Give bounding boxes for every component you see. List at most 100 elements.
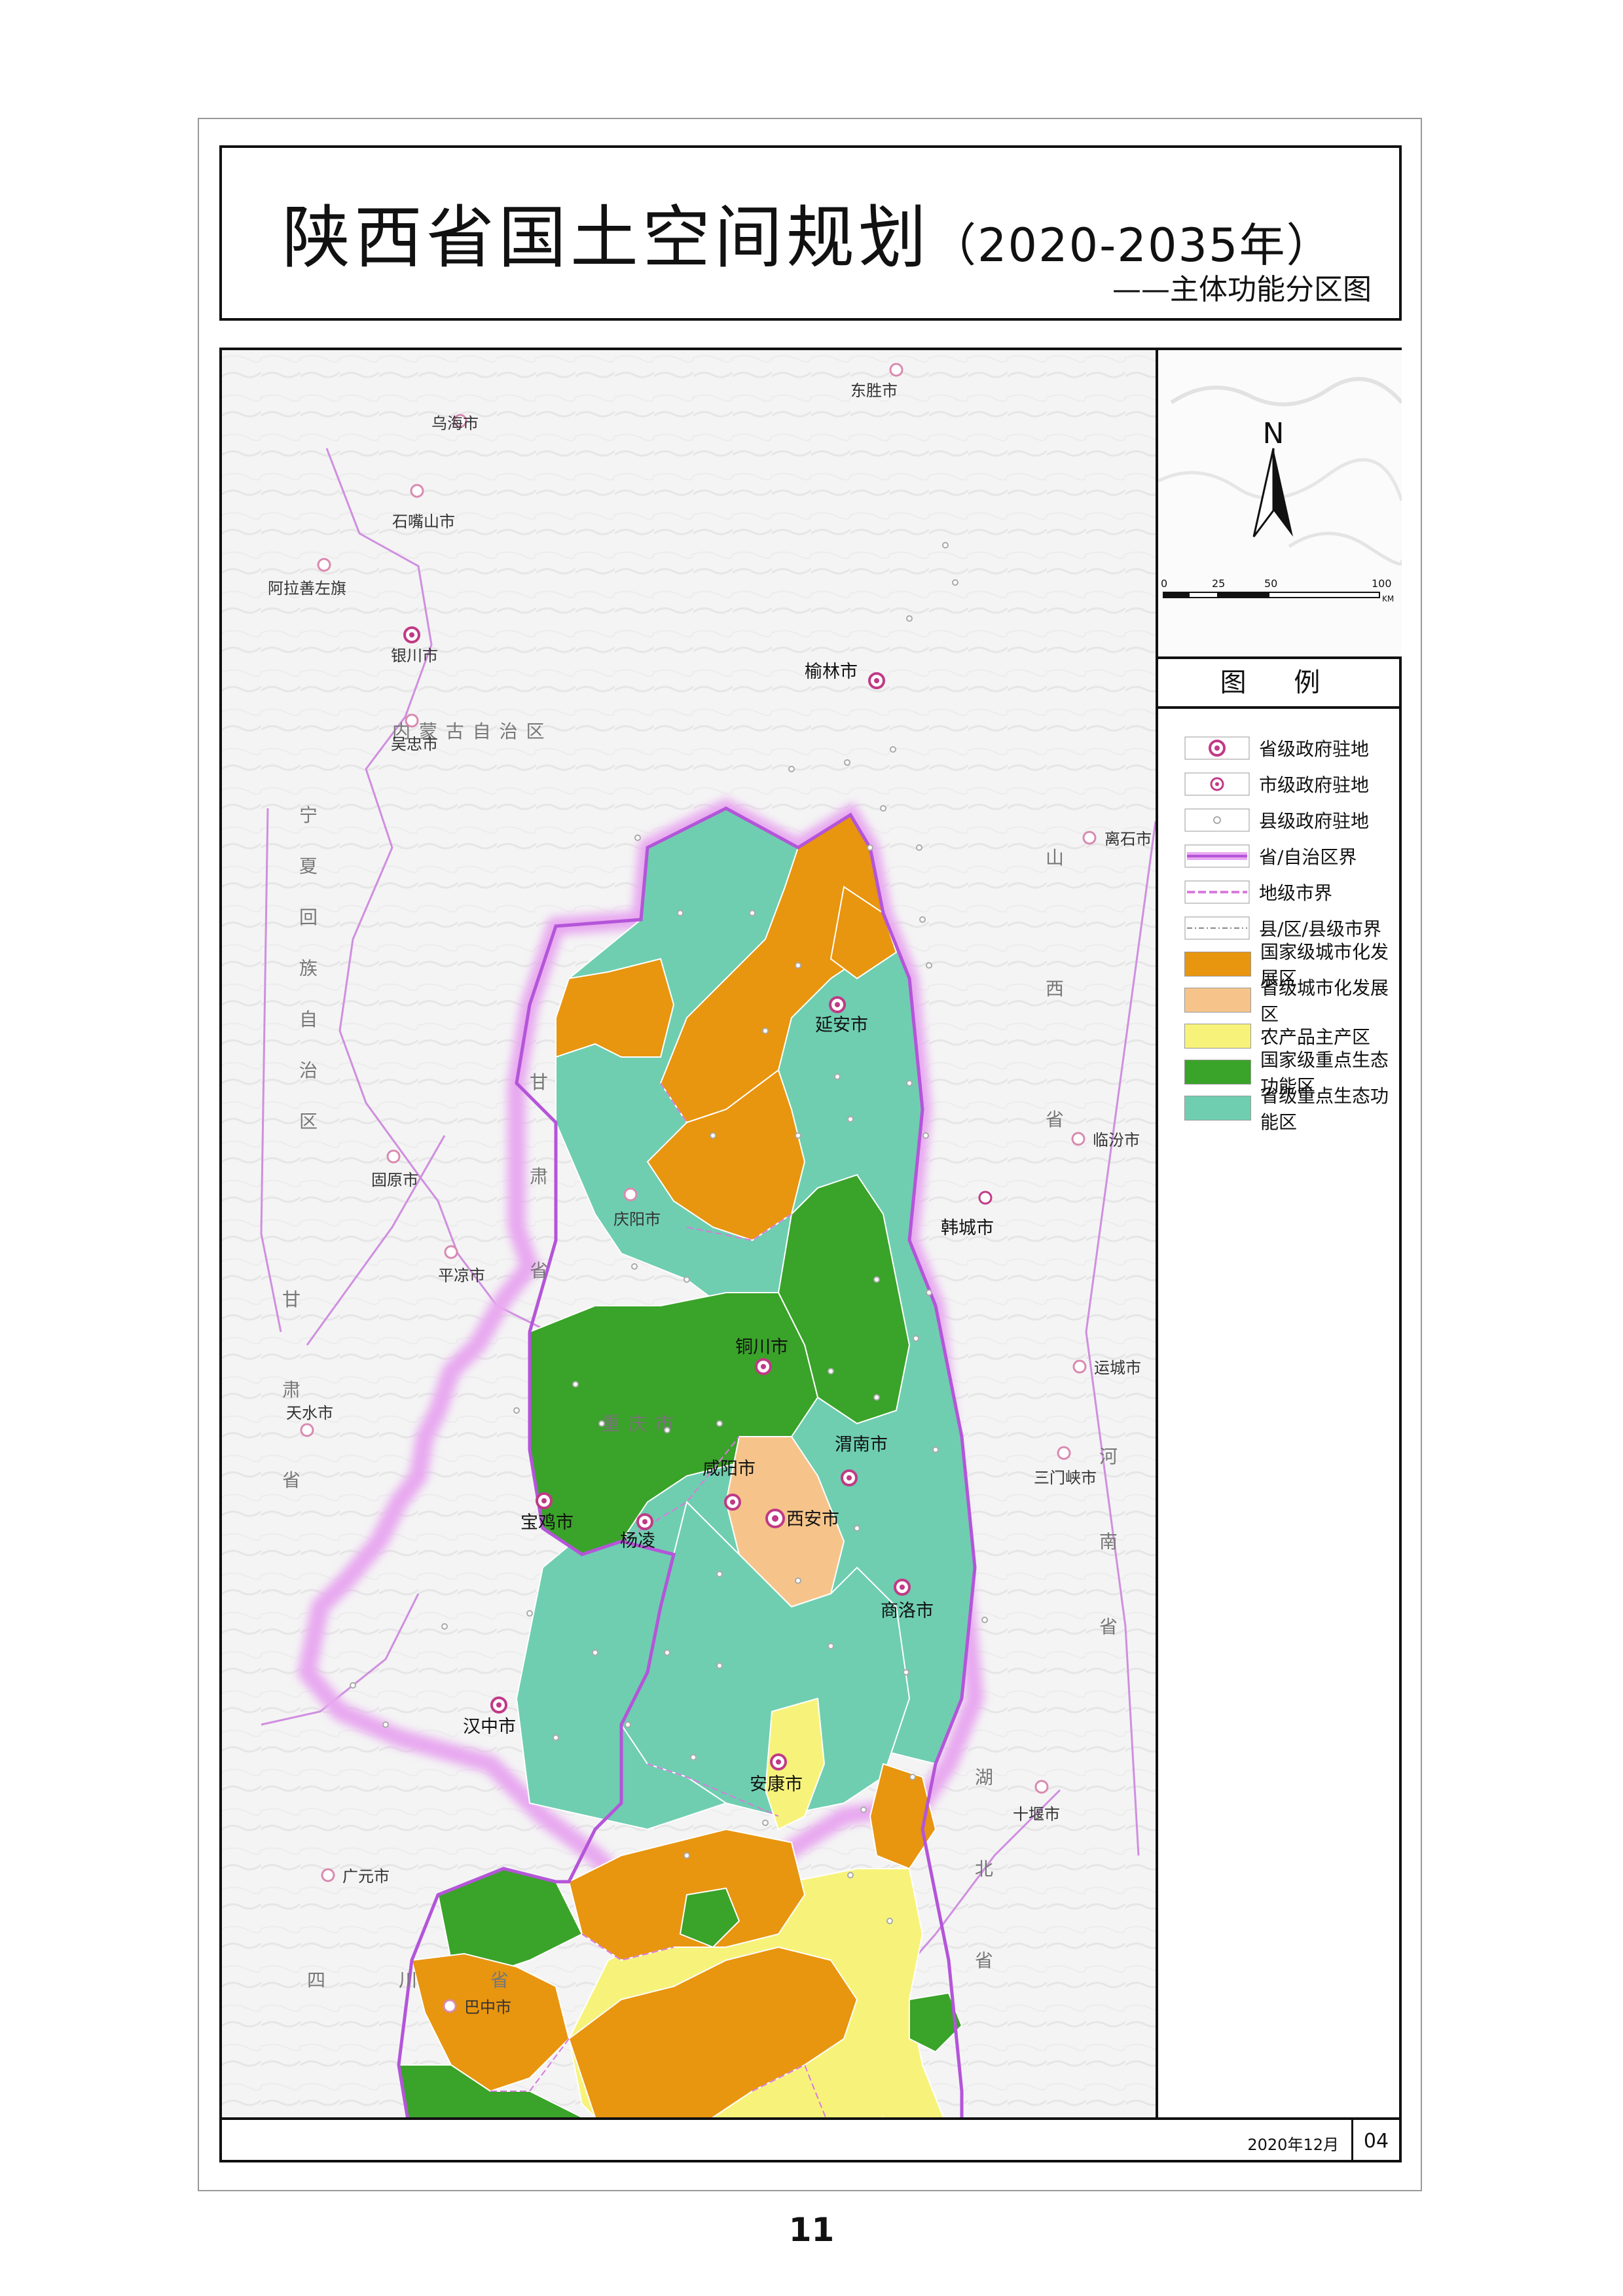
map-title: 陕西省国土空间规划（2020-2035年） — [282, 182, 1334, 281]
region-ningxia-4: 自 — [299, 1009, 319, 1030]
svg-text:西安市: 西安市 — [786, 1509, 839, 1530]
svg-text:东胜市: 东胜市 — [850, 382, 898, 400]
svg-text:固原市: 固原市 — [371, 1171, 418, 1189]
svg-text:石嘴山市: 石嘴山市 — [392, 512, 455, 531]
region-ningxia-6: 区 — [299, 1111, 319, 1132]
legend-label: 县/区/县级市界 — [1259, 918, 1381, 940]
region-label-chongqing: 重 庆 市 — [602, 1413, 675, 1435]
svg-text:庆阳市: 庆阳市 — [613, 1210, 661, 1229]
footer-bar: 2020年12月 04 — [222, 2117, 1399, 2162]
county-seat-icon — [1184, 808, 1250, 832]
region-sichuan-1: 川 — [399, 1969, 418, 1991]
map-svg[interactable]: 内 蒙 古 自 治 区 重 庆 市 宁 夏 回 族 自 治 区 甘 肃 省 甘 … — [222, 350, 1157, 2296]
region-ningxia-1: 夏 — [299, 855, 319, 877]
legend-list: 省级政府驻地 市级政府驻地 县级政府驻地 省/自治区界 地级市界 县/区/县级市… — [1184, 730, 1400, 1133]
svg-text:安康市: 安康市 — [750, 1774, 803, 1795]
legend-item-county-boundary: 县/区/县级市界 — [1184, 910, 1400, 946]
color-swatch-icon — [1184, 987, 1251, 1013]
region-henan-1: 南 — [1099, 1531, 1119, 1552]
legend-item-agricultural: 农产品主产区 — [1184, 1018, 1400, 1054]
svg-text:吴忠市: 吴忠市 — [391, 735, 438, 753]
region-ningxia-2: 回 — [299, 906, 319, 928]
legend-item-national-ecological: 国家级重点生态功能区 — [1184, 1049, 1400, 1097]
svg-text:韩城市: 韩城市 — [941, 1218, 994, 1238]
footer-date: 2020年12月 — [1247, 2136, 1339, 2154]
svg-text:银川市: 银川市 — [391, 647, 438, 665]
svg-text:延安市: 延安市 — [815, 1015, 868, 1035]
legend-item-prefecture-boundary: 地级市界 — [1184, 874, 1400, 910]
svg-text:十堰市: 十堰市 — [1013, 1805, 1060, 1823]
legend-item-provincial-urban: 省级城市化发展区 — [1184, 977, 1400, 1025]
region-hubei-1: 北 — [975, 1858, 994, 1880]
region-shanxi-2: 省 — [1046, 1109, 1065, 1130]
legend-item-provincial-seat: 省级政府驻地 — [1184, 730, 1400, 766]
scale-tick-50: 50 — [1264, 577, 1277, 590]
region-shanxi-0: 山 — [1046, 847, 1065, 869]
north-arrow-box: N 0 25 50 100 KM — [1157, 350, 1404, 659]
svg-text:平凉市: 平凉市 — [438, 1266, 485, 1285]
legend-item-city-seat: 市级政府驻地 — [1184, 766, 1400, 802]
color-swatch-icon — [1184, 1023, 1251, 1049]
north-arrow-icon — [1252, 448, 1293, 537]
svg-text:广元市: 广元市 — [342, 1867, 390, 1886]
county-boundary-icon — [1184, 916, 1250, 940]
shaanxi-city-seats: 榆林市 延安市 韩城市 铜川市 渭南市 咸阳市 西安市 宝鸡市 杨凌 商洛市 汉… — [463, 662, 994, 1795]
legend-label: 县级政府驻地 — [1259, 810, 1370, 832]
page-number: 11 — [788, 2211, 835, 2249]
color-swatch-icon — [1184, 1059, 1251, 1085]
legend-label: 省级重点生态功能区 — [1260, 1085, 1389, 1133]
svg-text:运城市: 运城市 — [1094, 1359, 1141, 1377]
scale-tick-0: 0 — [1161, 577, 1167, 590]
color-swatch-icon — [1184, 1095, 1251, 1121]
svg-text:天水市: 天水市 — [286, 1404, 333, 1422]
region-ningxia-3: 族 — [299, 958, 319, 979]
province-boundary-icon — [1184, 844, 1250, 868]
region-ningxia-0: 宁 — [299, 804, 319, 826]
svg-text:阿拉善左旗: 阿拉善左旗 — [268, 579, 346, 598]
legend-item-provincial-ecological: 省级重点生态功能区 — [1184, 1085, 1400, 1133]
neighbor-boundaries — [260, 448, 1157, 2085]
legend-heading: 图 例 — [1158, 659, 1402, 709]
legend-item-county-seat: 县级政府驻地 — [1184, 802, 1400, 838]
legend-label: 国家级重点生态功能区 — [1260, 1049, 1389, 1097]
region-sichuan-2: 省 — [490, 1969, 510, 1991]
region-hubei-2: 省 — [975, 1950, 994, 1971]
svg-text:乌海市: 乌海市 — [431, 414, 479, 433]
legend-label: 省级城市化发展区 — [1260, 977, 1389, 1025]
map-subtitle: ——主体功能分区图 — [1112, 273, 1372, 306]
title-year: （2020-2035年） — [930, 219, 1334, 272]
svg-text:商洛市: 商洛市 — [881, 1601, 934, 1621]
legend-label: 省/自治区界 — [1259, 846, 1357, 868]
svg-text:咸阳市: 咸阳市 — [702, 1459, 756, 1479]
svg-text:离石市: 离石市 — [1104, 830, 1152, 848]
legend-label: 农产品主产区 — [1260, 1026, 1371, 1048]
legend-label: 地级市界 — [1259, 882, 1333, 904]
legend-label: 国家级城市化发展区 — [1260, 941, 1389, 989]
svg-text:巴中市: 巴中市 — [464, 1998, 511, 2017]
region-hubei-0: 湖 — [975, 1767, 994, 1788]
scale-unit: KM — [1382, 594, 1394, 603]
svg-text:宝鸡市: 宝鸡市 — [520, 1513, 574, 1533]
svg-text:杨凌: 杨凌 — [620, 1531, 655, 1551]
provincial-seat-icon — [1184, 736, 1250, 760]
prefecture-boundary-icon — [1184, 880, 1250, 904]
region-gansu-west-1: 肃 — [282, 1379, 302, 1401]
svg-text:铜川市: 铜川市 — [735, 1337, 788, 1357]
svg-text:临汾市: 临汾市 — [1093, 1131, 1140, 1149]
svg-text:汉中市: 汉中市 — [463, 1717, 516, 1737]
legend-label: 市级政府驻地 — [1259, 774, 1370, 796]
legend-panel: N 0 25 50 100 KM 图 例 省级政府驻地 市级政府驻地 — [1156, 350, 1404, 2117]
scale-tick-100: 100 — [1372, 577, 1392, 590]
title-main-text: 陕西省国土空间规划 — [282, 198, 931, 278]
region-ningxia-5: 治 — [299, 1060, 319, 1081]
title-box: 陕西省国土空间规划（2020-2035年） ——主体功能分区图 — [219, 145, 1402, 321]
north-label: N — [1263, 417, 1285, 450]
region-gansu-west-2: 省 — [282, 1469, 302, 1491]
neighbor-cities: 东胜市 乌海市 石嘴山市 阿拉善左旗 银川市 吴忠市 固原市 庆阳市 平凉市 天… — [268, 363, 1152, 2017]
region-gansu-2: 省 — [530, 1260, 549, 1282]
region-gansu-1: 肃 — [530, 1166, 549, 1187]
region-gansu-0: 甘 — [530, 1071, 549, 1093]
city-seat-icon — [1184, 772, 1250, 796]
svg-text:三门峡市: 三门峡市 — [1034, 1469, 1097, 1487]
map-area[interactable]: 内 蒙 古 自 治 区 重 庆 市 宁 夏 回 族 自 治 区 甘 肃 省 甘 … — [222, 350, 1157, 2296]
